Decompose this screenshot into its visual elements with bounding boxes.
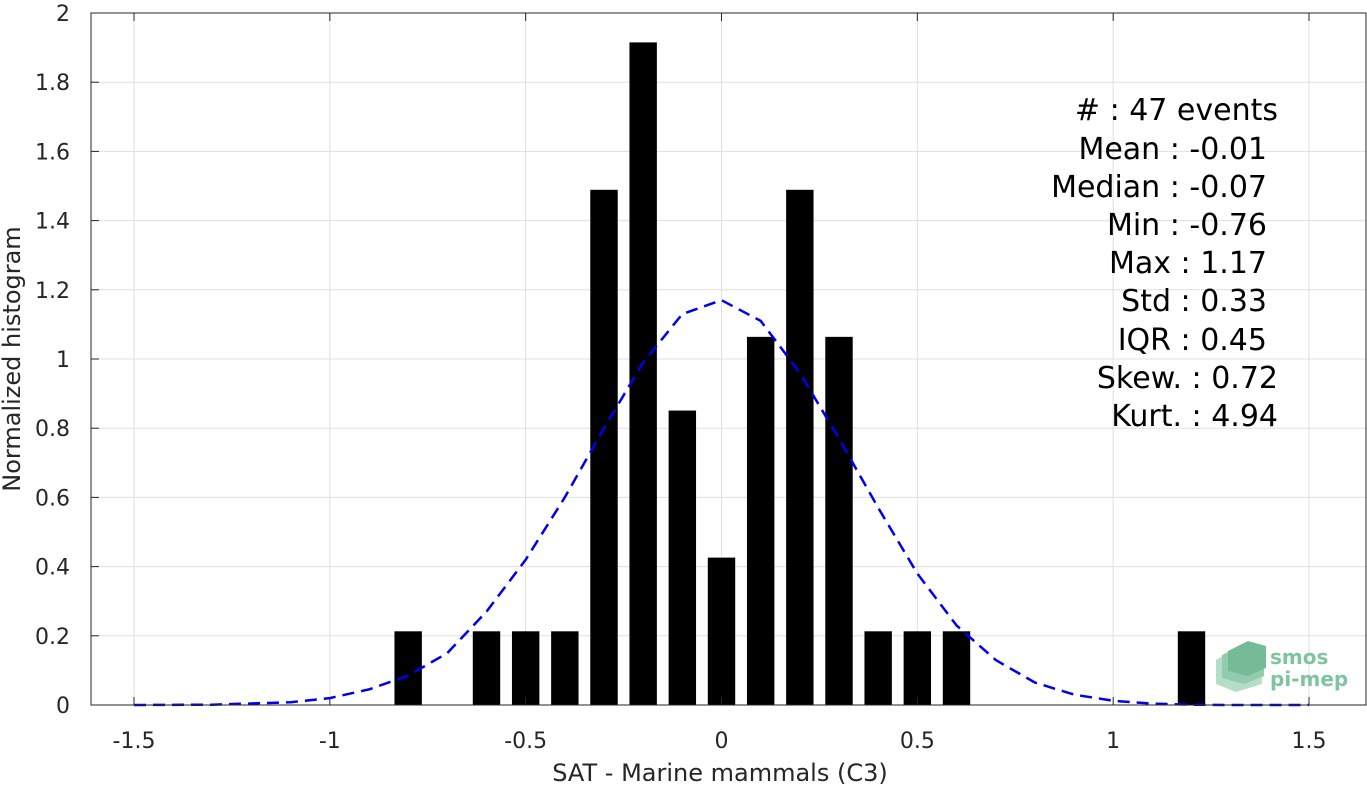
logo-text-pi-mep: pi-mep bbox=[1270, 667, 1348, 691]
y-tick-label: 2 bbox=[56, 2, 70, 27]
x-tick-label: -0.5 bbox=[504, 729, 547, 754]
x-tick-label: 0.5 bbox=[900, 729, 935, 754]
x-axis-label: SAT - Marine mammals (C3) bbox=[552, 759, 887, 785]
y-tick-label: 0 bbox=[56, 694, 70, 719]
smos-pi-mep-logo: smos pi-mep bbox=[1216, 641, 1348, 692]
y-tick-label: 1.4 bbox=[35, 210, 70, 235]
histogram-bar bbox=[629, 42, 657, 706]
x-tick-label: 0 bbox=[715, 729, 729, 754]
y-axis-label: Normalized histogram bbox=[0, 226, 26, 491]
x-tick-label: -1 bbox=[319, 729, 341, 754]
logo-text-smos: smos bbox=[1270, 645, 1328, 669]
histogram-bar bbox=[707, 557, 736, 705]
stat-mean: Mean : -0.01 bbox=[1078, 132, 1267, 167]
histogram-bar bbox=[1177, 631, 1206, 705]
histogram-bar bbox=[511, 631, 540, 705]
logo-mark-icon bbox=[1216, 641, 1266, 692]
histogram-bar bbox=[903, 631, 932, 705]
stat-min: Min : -0.76 bbox=[1107, 208, 1267, 243]
histogram-bar bbox=[825, 336, 853, 705]
x-tick-label: 1.5 bbox=[1292, 729, 1327, 754]
y-tick-label: 0.6 bbox=[35, 486, 70, 511]
histogram-bar bbox=[786, 189, 814, 705]
histogram-bar bbox=[864, 631, 892, 705]
stat-std: Std : 0.33 bbox=[1121, 284, 1267, 319]
y-tick-label: 0.2 bbox=[35, 625, 70, 650]
histogram-bar bbox=[551, 631, 579, 705]
y-tick-label: 1.6 bbox=[35, 140, 70, 165]
y-tick-label: 0.4 bbox=[35, 556, 70, 581]
y-tick-label: 1.2 bbox=[35, 279, 70, 304]
x-tick-label: 1 bbox=[1106, 729, 1120, 754]
stat-kurt: Kurt. : 4.94 bbox=[1111, 399, 1278, 434]
stat-max: Max : 1.17 bbox=[1109, 246, 1267, 281]
histogram-bar bbox=[394, 631, 422, 705]
stat-median: Median : -0.07 bbox=[1051, 170, 1267, 205]
stat-iqr: IQR : 0.45 bbox=[1118, 323, 1267, 358]
y-tick-label: 1 bbox=[56, 348, 70, 373]
stat-events: # : 47 events bbox=[1075, 93, 1278, 128]
fit-curve bbox=[133, 298, 1309, 707]
histogram-bars bbox=[394, 42, 1206, 706]
axis-ticks: -1.5 -1 -0.5 0 0.5 1 1.5 0 0.2 0.4 0.6 0.8 1 1.2 1.4 1.… bbox=[35, 2, 1327, 754]
histogram-bar bbox=[668, 410, 697, 705]
histogram-bar bbox=[590, 189, 618, 705]
histogram-bar bbox=[942, 631, 971, 705]
histogram-bar bbox=[472, 631, 501, 705]
stat-skew: Skew. : 0.72 bbox=[1097, 361, 1278, 396]
x-tick-label: -1.5 bbox=[113, 729, 156, 754]
y-tick-label: 1.8 bbox=[35, 71, 70, 96]
y-tick-label: 0.8 bbox=[35, 417, 70, 442]
histogram-bar bbox=[746, 336, 775, 705]
stats-box: # : 47 events Mean : -0.01 Median : -0.0… bbox=[1051, 93, 1278, 434]
